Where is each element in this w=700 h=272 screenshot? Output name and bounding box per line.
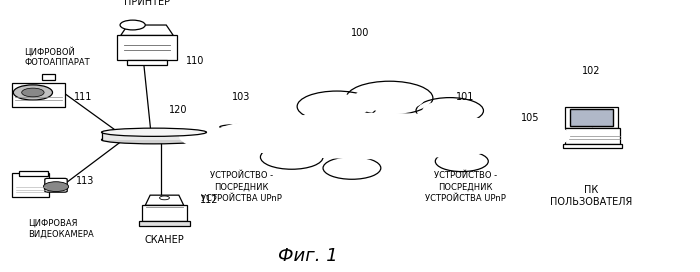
Text: 102: 102 xyxy=(582,66,601,76)
Text: УСТРОЙСТВО -
ПОСРЕДНИК
УСТРОЙСТВА UPnP: УСТРОЙСТВО - ПОСРЕДНИК УСТРОЙСТВА UPnP xyxy=(201,171,282,203)
Circle shape xyxy=(265,121,319,143)
FancyBboxPatch shape xyxy=(566,107,617,128)
Circle shape xyxy=(43,182,69,191)
Circle shape xyxy=(120,20,146,30)
Polygon shape xyxy=(127,60,167,65)
Text: ЦИФРОВОЙ
ФОТОАППАРАТ: ЦИФРОВОЙ ФОТОАППАРАТ xyxy=(25,46,90,67)
FancyBboxPatch shape xyxy=(139,221,190,226)
Polygon shape xyxy=(220,134,263,140)
Circle shape xyxy=(160,196,169,200)
Text: 101: 101 xyxy=(456,92,475,102)
Circle shape xyxy=(304,94,369,119)
FancyBboxPatch shape xyxy=(13,83,64,107)
Text: УСТРОЙСТВО -
ПОСРЕДНИК
УСТРОЙСТВА UPnP: УСТРОЙСТВО - ПОСРЕДНИК УСТРОЙСТВА UPnP xyxy=(425,171,506,203)
FancyBboxPatch shape xyxy=(42,74,55,80)
Circle shape xyxy=(354,84,425,112)
Ellipse shape xyxy=(209,113,540,159)
FancyBboxPatch shape xyxy=(570,109,612,126)
FancyBboxPatch shape xyxy=(45,178,67,192)
FancyBboxPatch shape xyxy=(563,144,622,148)
Ellipse shape xyxy=(444,125,487,129)
Circle shape xyxy=(22,88,44,97)
Polygon shape xyxy=(120,25,174,35)
Text: 120: 120 xyxy=(169,105,188,115)
Circle shape xyxy=(449,123,517,149)
Text: 110: 110 xyxy=(186,56,204,66)
Circle shape xyxy=(416,98,484,124)
Polygon shape xyxy=(444,134,487,140)
Polygon shape xyxy=(146,195,183,205)
Text: 111: 111 xyxy=(74,92,92,101)
Polygon shape xyxy=(444,141,487,147)
Text: ЦИФРОВАЯ
ВИДЕОКАМЕРА: ЦИФРОВАЯ ВИДЕОКАМЕРА xyxy=(28,219,94,239)
FancyBboxPatch shape xyxy=(141,205,187,221)
Text: ПК
ПОЛЬЗОВАТЕЛЯ: ПК ПОЛЬЗОВАТЕЛЯ xyxy=(550,185,633,207)
Circle shape xyxy=(297,91,377,122)
FancyBboxPatch shape xyxy=(566,128,620,144)
Text: 105: 105 xyxy=(522,113,540,123)
FancyBboxPatch shape xyxy=(13,174,49,196)
Circle shape xyxy=(13,85,52,100)
Text: 113: 113 xyxy=(76,176,94,186)
Ellipse shape xyxy=(102,128,206,136)
Circle shape xyxy=(435,151,489,172)
Text: 100: 100 xyxy=(351,28,370,38)
Ellipse shape xyxy=(179,106,570,165)
Text: 103: 103 xyxy=(232,92,251,102)
Circle shape xyxy=(258,119,326,145)
Polygon shape xyxy=(444,127,487,132)
Ellipse shape xyxy=(220,125,263,129)
Circle shape xyxy=(456,125,510,147)
Text: 112: 112 xyxy=(199,195,218,205)
Circle shape xyxy=(346,81,433,115)
Circle shape xyxy=(422,100,477,121)
Circle shape xyxy=(260,145,323,169)
Text: СКАНЕР: СКАНЕР xyxy=(145,235,184,245)
Circle shape xyxy=(266,147,317,167)
Polygon shape xyxy=(220,127,263,132)
Circle shape xyxy=(440,153,483,170)
Circle shape xyxy=(323,157,381,179)
Circle shape xyxy=(328,159,375,177)
Ellipse shape xyxy=(102,136,206,144)
Polygon shape xyxy=(220,141,263,147)
Text: Фиг. 1: Фиг. 1 xyxy=(278,247,338,265)
FancyBboxPatch shape xyxy=(20,171,48,176)
Polygon shape xyxy=(102,132,206,140)
FancyBboxPatch shape xyxy=(117,35,176,60)
Text: ПРИНТЕР: ПРИНТЕР xyxy=(124,0,170,7)
